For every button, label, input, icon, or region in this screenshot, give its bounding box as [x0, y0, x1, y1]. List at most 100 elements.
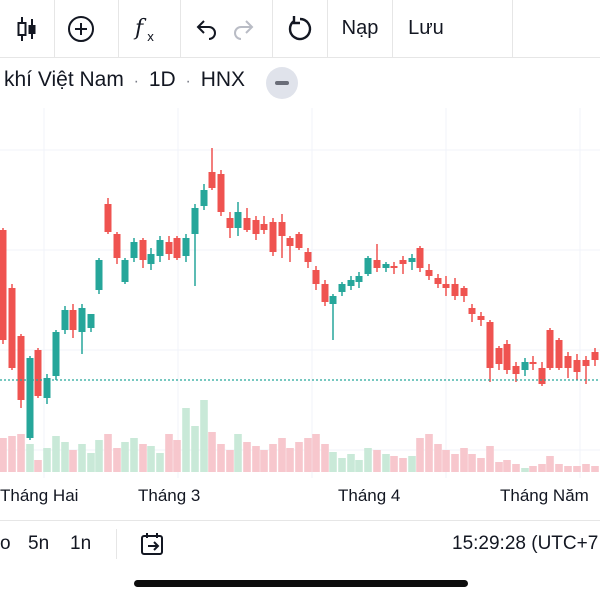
candle-body	[87, 314, 95, 328]
volume-bar	[382, 454, 390, 472]
volume-bars	[0, 400, 599, 472]
volume-bar	[43, 448, 51, 472]
collapse-legend-button[interactable]	[266, 67, 298, 99]
candle-body	[226, 218, 234, 228]
volume-bar	[546, 456, 554, 472]
volume-bar	[252, 446, 260, 472]
candle-body	[573, 360, 581, 372]
candle-body	[69, 310, 77, 330]
volume-bar	[69, 450, 77, 472]
candle-body	[538, 368, 546, 384]
candle-body	[104, 204, 112, 232]
volume-bar	[347, 454, 355, 472]
candle-body	[460, 288, 468, 296]
candle-body	[390, 266, 398, 268]
reset-icon[interactable]	[273, 0, 327, 57]
minus-icon	[275, 81, 289, 85]
candle-body	[382, 264, 390, 268]
volume-bar	[234, 434, 242, 472]
volume-bar	[78, 444, 86, 472]
volume-bar	[52, 436, 60, 472]
candle-body	[529, 362, 537, 364]
symbol-name: khí Việt Nam	[4, 68, 124, 91]
add-compare-icon[interactable]	[55, 0, 107, 57]
time-axis-label: Tháng 4	[338, 486, 401, 505]
interval-label: 1D	[148, 68, 176, 91]
candle-body	[208, 172, 216, 188]
candle-body	[200, 190, 208, 206]
volume-bar	[529, 466, 537, 472]
goto-date-icon[interactable]	[140, 532, 166, 561]
candle-body	[451, 284, 459, 296]
volume-bar	[173, 440, 181, 472]
candle-body	[34, 350, 42, 396]
volume-bar	[538, 464, 546, 472]
range-button[interactable]: o	[0, 533, 11, 554]
indicators-fx-icon[interactable]: f x	[119, 0, 173, 57]
candle-body	[191, 208, 199, 234]
candle-body	[555, 340, 563, 368]
candle-body	[182, 238, 190, 256]
volume-bar	[312, 434, 320, 472]
candle-body	[295, 234, 303, 248]
candle-body	[546, 330, 554, 368]
candle-body	[156, 240, 164, 256]
chart-pane[interactable]	[0, 108, 600, 478]
clock-timezone[interactable]: 15:29:28 (UTC+7	[452, 533, 599, 554]
symbol-title[interactable]: khí Việt Nam · 1D · HNX	[4, 68, 245, 92]
bottom-toolbar: o 5n 1n 15:29:28 (UTC+7	[0, 520, 600, 567]
volume-bar	[495, 462, 503, 472]
volume-bar	[191, 426, 199, 472]
save-button-label: Lưu	[408, 17, 444, 39]
candles	[0, 148, 599, 440]
candle-body	[329, 296, 337, 304]
load-button[interactable]: Nạp	[328, 0, 392, 57]
volume-bar	[304, 438, 312, 472]
candlestick-chart-type-icon[interactable]	[0, 0, 54, 57]
candle-body	[260, 224, 268, 230]
range-button-1n[interactable]: 1n	[70, 533, 92, 554]
volume-bar	[486, 446, 494, 472]
candle-body	[26, 358, 34, 438]
volume-bar	[8, 436, 16, 472]
time-axis[interactable]: Tháng Hai Tháng 3 Tháng 4 Tháng Năm	[0, 478, 600, 514]
undo-icon[interactable]	[188, 0, 224, 57]
candle-body	[347, 280, 355, 286]
candle-body	[8, 288, 16, 368]
save-button[interactable]: Lưu	[393, 0, 459, 57]
svg-text:f: f	[133, 16, 147, 41]
time-axis-label: Tháng Hai	[0, 486, 79, 505]
volume-bar	[399, 458, 407, 472]
volume-bar	[130, 438, 138, 472]
volume-bar	[503, 460, 511, 472]
volume-bar	[477, 458, 485, 472]
price-chart[interactable]	[0, 108, 600, 478]
candle-body	[61, 310, 69, 330]
volume-bar	[278, 438, 286, 472]
candle-body	[373, 260, 381, 268]
candle-body	[17, 336, 25, 400]
load-button-label: Nạp	[341, 17, 379, 39]
candle-body	[486, 322, 494, 368]
candle-body	[521, 362, 529, 370]
candle-body	[442, 284, 450, 288]
volume-bar	[329, 452, 337, 472]
redo-icon[interactable]	[226, 0, 262, 57]
range-button-5n[interactable]: 5n	[28, 533, 50, 554]
volume-bar	[321, 444, 329, 472]
candle-body	[52, 332, 60, 376]
candle-body	[252, 220, 260, 234]
candle-body	[243, 218, 251, 230]
candle-body	[234, 212, 242, 228]
candle-body	[503, 344, 511, 370]
candle-body	[564, 356, 572, 368]
candle-body	[495, 348, 503, 364]
volume-bar	[226, 450, 234, 472]
volume-bar	[121, 442, 129, 472]
volume-bar	[573, 466, 581, 472]
volume-bar	[139, 444, 147, 472]
candle-body	[147, 254, 155, 264]
title-separator: ·	[133, 73, 139, 90]
volume-bar	[468, 454, 476, 472]
volume-bar	[408, 456, 416, 472]
